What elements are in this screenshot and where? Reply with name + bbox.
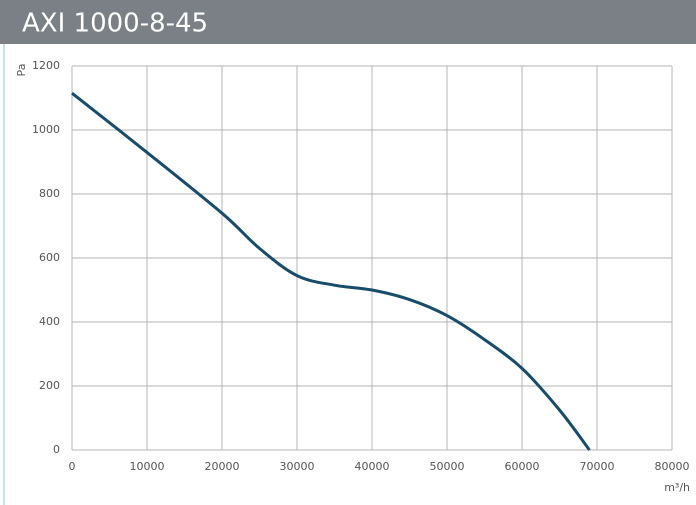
x-tick-label: 20000 (205, 460, 240, 473)
x-tick-label: 50000 (430, 460, 465, 473)
x-tick-label: 30000 (280, 460, 315, 473)
x-tick-label: 10000 (130, 460, 165, 473)
x-tick-label: 80000 (655, 460, 690, 473)
chart-title: AXI 1000-8-45 (22, 9, 208, 39)
y-tick-label: 800 (39, 187, 60, 200)
x-axis-label: m³/h (664, 481, 690, 494)
y-tick-label: 1200 (32, 59, 60, 72)
y-axis-label: Pa (15, 64, 28, 77)
y-tick-label: 1000 (32, 123, 60, 136)
header-bar (0, 0, 696, 44)
x-tick-label: 40000 (355, 460, 390, 473)
y-tick-label: 600 (39, 251, 60, 264)
y-tick-label: 200 (39, 379, 60, 392)
series-line (71, 92, 591, 451)
x-tick-label: 0 (69, 460, 76, 473)
x-tick-label: 70000 (580, 460, 615, 473)
y-tick-label: 400 (39, 315, 60, 328)
y-tick-label: 0 (53, 443, 60, 456)
x-tick-label: 60000 (505, 460, 540, 473)
